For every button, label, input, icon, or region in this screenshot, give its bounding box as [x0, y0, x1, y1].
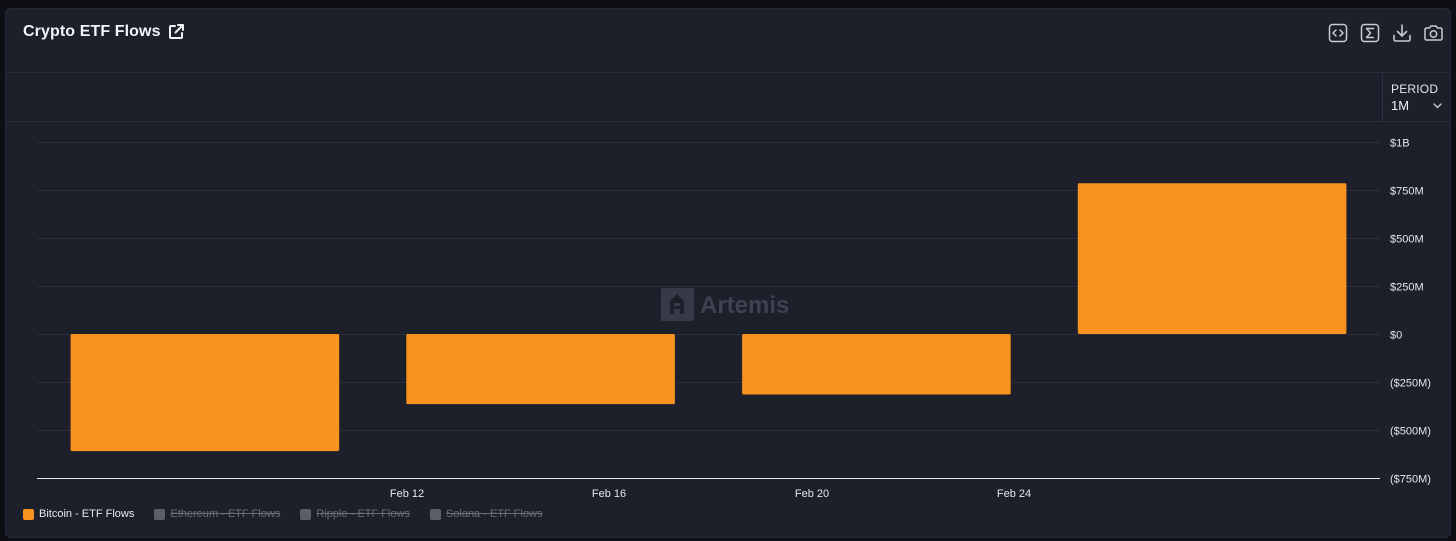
chart-legend: Bitcoin - ETF Flows Ethereum - ETF Flows R…	[23, 508, 543, 520]
bar-1[interactable]	[406, 334, 675, 405]
x-tick-label: Feb 16	[592, 488, 626, 500]
y-tick-label: ($750M)	[1390, 474, 1431, 486]
artemis-watermark: Artemis	[661, 288, 789, 321]
period-value-row: 1M	[1391, 98, 1450, 113]
legend-label: Bitcoin - ETF Flows	[39, 508, 135, 520]
bars-layer	[70, 183, 1347, 452]
y-axis: $1B $750M $500M $250M $0 ($250M) ($500M) ($750M…	[1390, 138, 1431, 486]
x-tick-label: Feb 20	[795, 488, 829, 500]
x-tick-label: Feb 12	[390, 488, 424, 500]
screenshot-button[interactable]	[1423, 22, 1444, 43]
chart-header: Crypto ETF Flows	[6, 9, 1450, 71]
chevron-down-icon	[1433, 102, 1442, 108]
bar-0[interactable]	[70, 334, 340, 452]
embed-code-button[interactable]	[1327, 22, 1348, 43]
legend-label: Ripple - ETF Flows	[316, 508, 410, 520]
external-link-icon[interactable]	[167, 23, 185, 41]
y-tick-label: ($250M)	[1390, 378, 1431, 390]
x-axis: Feb 12 Feb 16 Feb 20 Feb 24	[390, 488, 1031, 500]
legend-item[interactable]: Ripple - ETF Flows	[300, 508, 410, 520]
y-tick-label: $250M	[1390, 282, 1424, 294]
x-tick-label: Feb 24	[997, 488, 1031, 500]
legend-swatch	[429, 508, 441, 520]
sum-button[interactable]	[1359, 22, 1380, 43]
header-divider	[6, 72, 1450, 73]
camera-icon	[1424, 24, 1443, 41]
embed-code-icon	[1328, 23, 1347, 42]
watermark-text: Artemis	[700, 292, 789, 319]
download-icon	[1392, 23, 1411, 42]
y-tick-label: $1B	[1390, 138, 1410, 150]
y-tick-label: ($500M)	[1390, 426, 1431, 438]
sigma-icon	[1360, 23, 1379, 42]
chart-panel: Crypto ETF Flows	[5, 8, 1451, 538]
legend-swatch	[154, 508, 166, 520]
period-selector[interactable]: PERIOD 1M	[1382, 73, 1450, 121]
download-button[interactable]	[1391, 22, 1412, 43]
legend-item[interactable]: Ethereum - ETF Flows	[154, 508, 280, 520]
legend-swatch	[300, 508, 312, 520]
legend-label: Solana - ETF Flows	[445, 508, 543, 520]
legend-item[interactable]: Solana - ETF Flows	[429, 508, 543, 520]
chart-title: Crypto ETF Flows	[23, 23, 161, 40]
bar-chart: Artemis $1B $750M $500M $250M $0 ($250M) ($500…	[37, 138, 1431, 500]
artemis-logo-notch	[674, 303, 680, 306]
y-tick-label: $0	[1390, 330, 1402, 342]
period-value: 1M	[1391, 98, 1410, 113]
period-label: PERIOD	[1391, 82, 1439, 96]
y-tick-label: $500M	[1390, 234, 1424, 246]
y-tick-label: $750M	[1390, 186, 1424, 198]
legend-swatch	[23, 508, 34, 520]
title-wrap: Crypto ETF Flows	[23, 23, 185, 41]
legend-item[interactable]: Bitcoin - ETF Flows	[23, 508, 134, 520]
chart-toolbar	[1327, 22, 1444, 43]
controls-divider	[6, 121, 1450, 122]
bar-3[interactable]	[1077, 183, 1347, 334]
legend-label: Ethereum - ETF Flows	[170, 508, 281, 520]
bar-2[interactable]	[742, 334, 1011, 395]
